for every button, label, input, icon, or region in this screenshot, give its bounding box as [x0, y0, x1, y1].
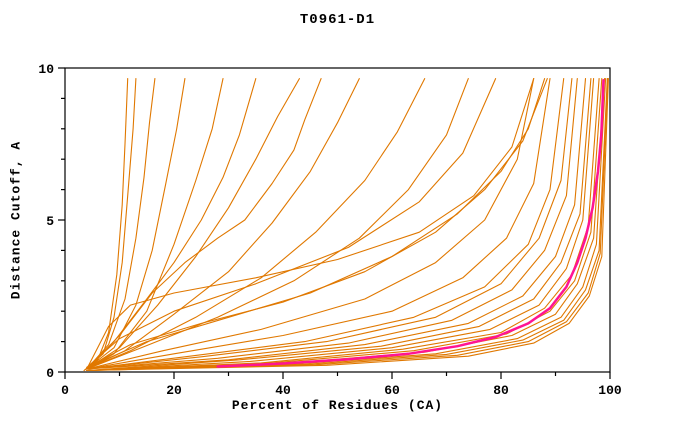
curve-model-16: [86, 78, 535, 370]
curve-model-21: [86, 78, 587, 370]
curve-model-06: [86, 78, 257, 370]
curve-model-12: [86, 78, 497, 368]
curve-model-11: [86, 78, 469, 370]
curve-model-26: [86, 78, 606, 372]
y-tick-label: 10: [38, 62, 54, 77]
curve-model-28: [86, 78, 608, 372]
x-tick-label: 100: [598, 383, 622, 398]
y-tick-label: 5: [46, 214, 54, 229]
curve-model-18: [86, 78, 565, 370]
curve-model-07: [86, 78, 322, 370]
curve-model-13: [86, 78, 548, 368]
curve-model-29: [86, 78, 609, 372]
curve-model-10: [86, 78, 426, 370]
x-tick-label: 20: [166, 383, 182, 398]
y-axis-label: Distance Cutoff, A: [8, 140, 24, 300]
curve-model-17: [86, 78, 551, 370]
curve-model-15: [86, 78, 546, 368]
curve-model-09: [86, 78, 360, 370]
curve-model-14: [86, 78, 535, 370]
x-tick-label: 80: [493, 383, 509, 398]
curve-model-20: [86, 78, 578, 370]
x-tick-label: 0: [61, 383, 69, 398]
x-tick-label: 60: [384, 383, 400, 398]
curve-model-03: [86, 78, 156, 370]
curve-model-08: [86, 78, 300, 370]
x-axis-label: Percent of Residues (CA): [231, 398, 444, 413]
curve-highlight: [216, 78, 605, 368]
curve-model-04: [86, 78, 186, 370]
x-tick-label: 40: [275, 383, 291, 398]
curve-model-02: [83, 78, 137, 372]
curve-model-19: [86, 78, 573, 370]
curve-model-01: [83, 78, 129, 372]
curve-model-22: [86, 78, 592, 372]
plot-frame: [64, 67, 611, 373]
curve-model-05: [86, 78, 224, 370]
curve-model-30: [86, 78, 609, 372]
y-tick-label: 0: [46, 366, 54, 381]
chart-title: T0961-D1: [299, 12, 376, 28]
curve-model-27: [86, 78, 607, 372]
curve-model-23: [86, 78, 595, 372]
